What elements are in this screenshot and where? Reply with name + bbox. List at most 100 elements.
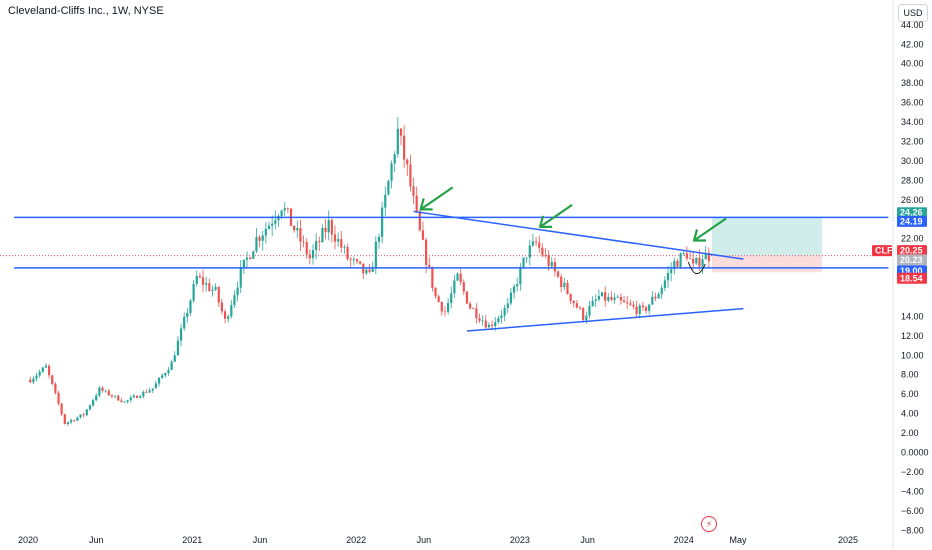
y-tick-label: 28.00 bbox=[901, 175, 924, 185]
candle-body bbox=[685, 253, 688, 259]
candle-body bbox=[500, 315, 503, 319]
candle-body bbox=[170, 361, 173, 371]
candle-body bbox=[98, 387, 101, 396]
candle-body bbox=[688, 258, 692, 260]
candle-body bbox=[239, 267, 242, 288]
candle-body bbox=[117, 395, 120, 401]
y-tick-label: 2.00 bbox=[901, 428, 919, 438]
y-tick-label: 4.00 bbox=[901, 409, 919, 419]
candle-body bbox=[60, 403, 63, 415]
candle-body bbox=[682, 253, 685, 255]
price-tag bbox=[897, 207, 927, 219]
candle-body bbox=[654, 296, 657, 299]
candle-body bbox=[534, 241, 538, 243]
candle-body bbox=[29, 379, 32, 383]
candle-body bbox=[258, 237, 261, 241]
candle-body bbox=[644, 307, 648, 311]
x-tick-label: Jun bbox=[89, 535, 104, 545]
candle-body bbox=[440, 302, 443, 312]
candle-body bbox=[437, 296, 440, 303]
candle-body bbox=[189, 300, 192, 313]
candle-body bbox=[283, 208, 286, 211]
candle-body bbox=[311, 250, 315, 259]
candle-body bbox=[88, 405, 92, 410]
candle-body bbox=[302, 241, 305, 243]
candle-body bbox=[456, 273, 459, 281]
candle-body bbox=[553, 261, 557, 272]
candle-body bbox=[255, 237, 258, 252]
candle-body bbox=[409, 164, 412, 187]
candle-body bbox=[695, 257, 698, 264]
candle-body bbox=[261, 235, 264, 241]
candle-body bbox=[607, 296, 610, 301]
candle-body bbox=[575, 303, 579, 308]
y-tick-label: 12.00 bbox=[901, 331, 924, 341]
candle-body bbox=[547, 255, 550, 267]
lightning-icon[interactable]: ⚡ bbox=[701, 516, 717, 532]
green-arrow-head bbox=[419, 198, 433, 211]
candle-body bbox=[120, 400, 123, 403]
x-tick-label: 2021 bbox=[182, 535, 202, 545]
price-tag-label: 24.19 bbox=[900, 216, 923, 226]
candle-body bbox=[412, 186, 415, 196]
candle-body bbox=[670, 269, 673, 274]
x-tick-label: 2022 bbox=[346, 535, 366, 545]
y-tick-label: 22.00 bbox=[901, 234, 924, 244]
candle-body bbox=[679, 253, 682, 267]
candle-body bbox=[157, 377, 161, 384]
candle-body bbox=[293, 225, 296, 231]
candle-body bbox=[541, 247, 544, 255]
candle-body bbox=[676, 260, 679, 267]
candle-body bbox=[236, 287, 239, 296]
candle-body bbox=[252, 251, 255, 259]
candle-body bbox=[459, 273, 462, 283]
candle-body bbox=[161, 375, 164, 378]
candle-body bbox=[233, 295, 236, 306]
x-tick-label: 2020 bbox=[18, 535, 38, 545]
candle-body bbox=[566, 282, 569, 294]
candle-body bbox=[490, 324, 494, 326]
candle-body bbox=[484, 320, 487, 328]
price-tag-label: 19.00 bbox=[900, 266, 923, 276]
cup-pattern bbox=[687, 261, 706, 275]
profit-zone bbox=[712, 216, 822, 256]
trendline-descending bbox=[413, 210, 744, 260]
candle-body bbox=[648, 304, 651, 311]
y-tick-label: −8.00 bbox=[901, 525, 924, 535]
candle-body bbox=[315, 241, 318, 251]
candle-body bbox=[349, 259, 352, 260]
candle-body bbox=[528, 245, 531, 258]
candle-body bbox=[230, 305, 233, 317]
candle-body bbox=[707, 252, 710, 262]
candle-body bbox=[453, 280, 456, 294]
price-tag-label: 24.26 bbox=[900, 208, 923, 218]
candle-body bbox=[465, 291, 469, 304]
candle-body bbox=[509, 292, 513, 304]
candle-body bbox=[657, 294, 660, 299]
candle-body bbox=[321, 227, 324, 243]
candle-body bbox=[563, 282, 566, 288]
candle-body bbox=[377, 236, 381, 242]
candle-body bbox=[132, 395, 136, 398]
x-tick-label: Jun bbox=[580, 535, 595, 545]
candle-body bbox=[296, 228, 299, 231]
candle-body bbox=[126, 400, 129, 402]
candle-body bbox=[478, 318, 481, 321]
candle-body bbox=[205, 283, 208, 285]
candle-body bbox=[431, 266, 434, 288]
candle-body bbox=[44, 365, 48, 368]
candle-body bbox=[390, 163, 393, 181]
y-tick-label: −6.00 bbox=[901, 506, 924, 516]
currency-button[interactable]: USD bbox=[898, 4, 928, 22]
candle-body bbox=[104, 390, 107, 392]
x-tick-label: 2023 bbox=[510, 535, 530, 545]
candle-body bbox=[305, 241, 308, 255]
candle-body bbox=[277, 216, 280, 221]
candle-body bbox=[145, 391, 148, 393]
candle-body bbox=[41, 367, 44, 372]
candle-body bbox=[393, 154, 396, 164]
candle-body bbox=[622, 300, 626, 303]
candle-body bbox=[274, 220, 277, 224]
